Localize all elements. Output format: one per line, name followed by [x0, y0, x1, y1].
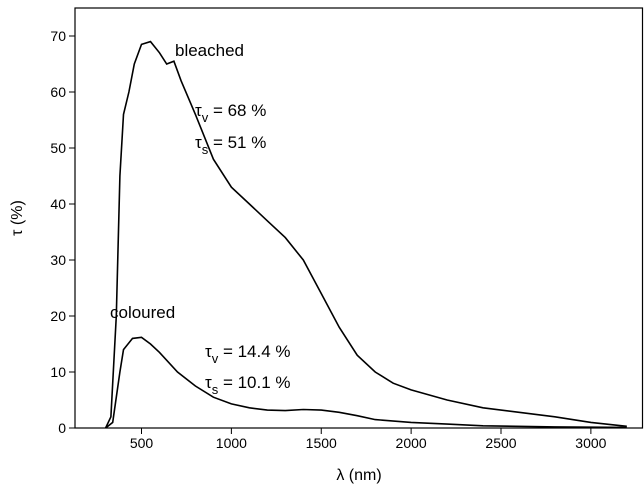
- series-line: [105, 336, 627, 429]
- annotation-text: = 14.4 %: [218, 342, 290, 361]
- annotation-subscript: s: [202, 142, 209, 157]
- y-axis-label: τ (%): [9, 200, 26, 236]
- y-tick-label: 20: [50, 308, 66, 324]
- annotation-text: = 10.1 %: [218, 373, 290, 392]
- plot-frame: [74, 7, 644, 429]
- series-label: bleached: [175, 41, 244, 60]
- annotation: τs = 51 %: [195, 133, 266, 157]
- x-tick-label: 1000: [216, 435, 247, 451]
- annotation-subscript: v: [202, 110, 209, 125]
- y-tick-label: 50: [50, 140, 66, 156]
- x-tick-label: 2000: [396, 435, 427, 451]
- y-tick-label: 40: [50, 196, 66, 212]
- x-tick-label: 3000: [575, 435, 606, 451]
- annotation-symbol: τ: [195, 133, 202, 152]
- series-line: [104, 40, 627, 429]
- y-tick-label: 10: [50, 364, 66, 380]
- x-axis-label: λ (nm): [336, 467, 381, 484]
- annotation-text: = 68 %: [208, 101, 266, 120]
- annotation: τs = 10.1 %: [205, 373, 291, 397]
- y-tick-label: 0: [58, 420, 66, 436]
- y-tick-label: 70: [50, 28, 66, 44]
- annotation-subscript: s: [212, 382, 219, 397]
- annotation-symbol: τ: [205, 342, 212, 361]
- y-tick-label: 60: [50, 84, 66, 100]
- annotation-subscript: v: [212, 351, 219, 366]
- x-tick-label: 500: [130, 435, 154, 451]
- annotation: τv = 68 %: [195, 101, 266, 125]
- x-tick-label: 2500: [485, 435, 516, 451]
- annotation-symbol: τ: [195, 101, 202, 120]
- series-label: coloured: [110, 303, 175, 322]
- annotation: τv = 14.4 %: [205, 342, 291, 366]
- annotation-symbol: τ: [205, 373, 212, 392]
- x-tick-label: 1500: [306, 435, 337, 451]
- annotation-text: = 51 %: [208, 133, 266, 152]
- y-tick-label: 30: [50, 252, 66, 268]
